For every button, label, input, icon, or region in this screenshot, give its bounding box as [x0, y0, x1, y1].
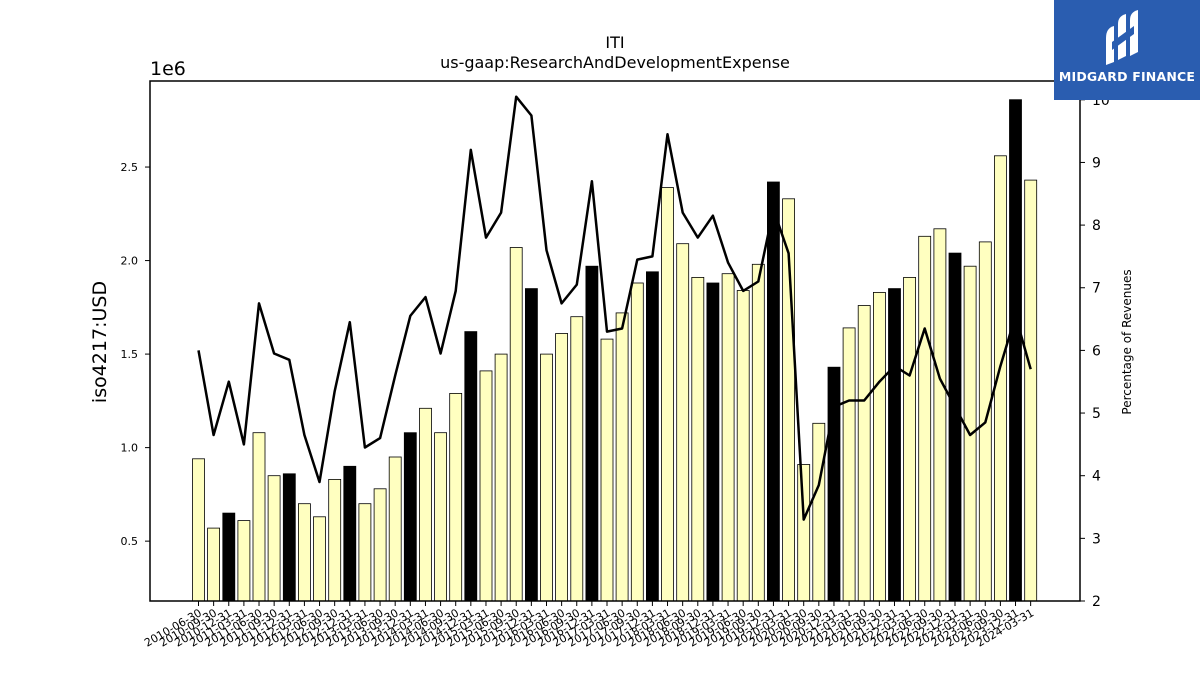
series-line: [197, 95, 1032, 521]
bar: [388, 456, 402, 602]
bar: [403, 432, 417, 602]
bar: [918, 235, 932, 602]
y-axis-ticks: 0.5 1.0 1.5 2.0 2.5: [121, 161, 150, 548]
bar: [328, 478, 342, 602]
y-tick-label: 2.5: [121, 161, 139, 174]
bar: [464, 331, 478, 602]
bar: [343, 465, 357, 602]
bar: [706, 282, 720, 602]
bar: [509, 247, 523, 602]
bar: [721, 273, 735, 602]
y2-tick-label: 6: [1092, 343, 1101, 359]
y-axis-label: iso4217:USD: [89, 281, 111, 403]
bar: [676, 243, 690, 602]
bar: [479, 370, 493, 602]
bar: [842, 327, 856, 602]
bar: [494, 353, 508, 602]
bar: [192, 458, 205, 602]
y-tick-label: 1.5: [121, 348, 139, 361]
y2-axis-label: Percentage of Revenues: [1120, 269, 1134, 414]
bar: [267, 475, 281, 602]
bar: [207, 527, 221, 602]
bar: [585, 265, 599, 602]
bar: [933, 228, 947, 602]
bar: [948, 252, 962, 602]
bar: [222, 512, 236, 602]
bar: [888, 288, 901, 602]
bar: [373, 488, 387, 602]
bar: [615, 312, 629, 602]
bar: [237, 520, 251, 602]
bar: [434, 432, 448, 602]
bar: [449, 392, 463, 602]
y2-tick-label: 4: [1092, 469, 1101, 485]
y2-tick-label: 8: [1092, 218, 1101, 234]
plot-frame: [149, 80, 1081, 602]
bar: [797, 464, 811, 602]
y-axis-multiplier: 1e6: [150, 58, 186, 80]
bar: [646, 271, 659, 602]
bar: [903, 276, 916, 602]
bar: [252, 432, 266, 602]
bar: [857, 305, 871, 602]
bar: [555, 333, 568, 602]
bar: [736, 290, 750, 602]
brand-name: MIDGARD FINANCE: [1058, 69, 1196, 84]
y2-tick-label: 5: [1092, 406, 1101, 422]
bar: [630, 282, 644, 602]
y2-tick-label: 2: [1092, 594, 1101, 610]
bar: [525, 288, 538, 602]
bar: [812, 422, 826, 602]
brand-logo: MIDGARD FINANCE: [1054, 0, 1200, 100]
bar: [282, 473, 296, 602]
bar: [767, 181, 780, 602]
x-axis-ticks: 2010-06-302010-09-302010-12-312011-03-31…: [142, 601, 1036, 650]
bar: [358, 503, 372, 602]
bar-series: [192, 99, 1038, 602]
y2-tick-label: 9: [1092, 155, 1101, 171]
bar: [1024, 179, 1038, 602]
bar: [600, 338, 614, 602]
bar: [313, 516, 326, 602]
logo-mark-icon: [1106, 10, 1138, 65]
bar: [419, 407, 432, 602]
y-tick-label: 2.0: [121, 255, 139, 268]
bar: [827, 366, 841, 602]
y-tick-label: 0.5: [121, 535, 139, 548]
chart-title: ITI: [605, 33, 624, 52]
bar: [540, 353, 553, 602]
bar: [873, 291, 886, 602]
bar: [691, 276, 705, 602]
bar: [661, 187, 674, 602]
bar: [570, 316, 584, 602]
bar: [297, 503, 311, 602]
line-series: [197, 95, 1032, 521]
bar: [751, 263, 765, 602]
chart-subtitle: us-gaap:ResearchAndDevelopmentExpense: [440, 53, 790, 72]
bar: [1009, 99, 1022, 602]
y2-tick-label: 3: [1092, 531, 1101, 547]
y-tick-label: 1.0: [121, 442, 139, 455]
y2-tick-label: 7: [1092, 281, 1101, 297]
